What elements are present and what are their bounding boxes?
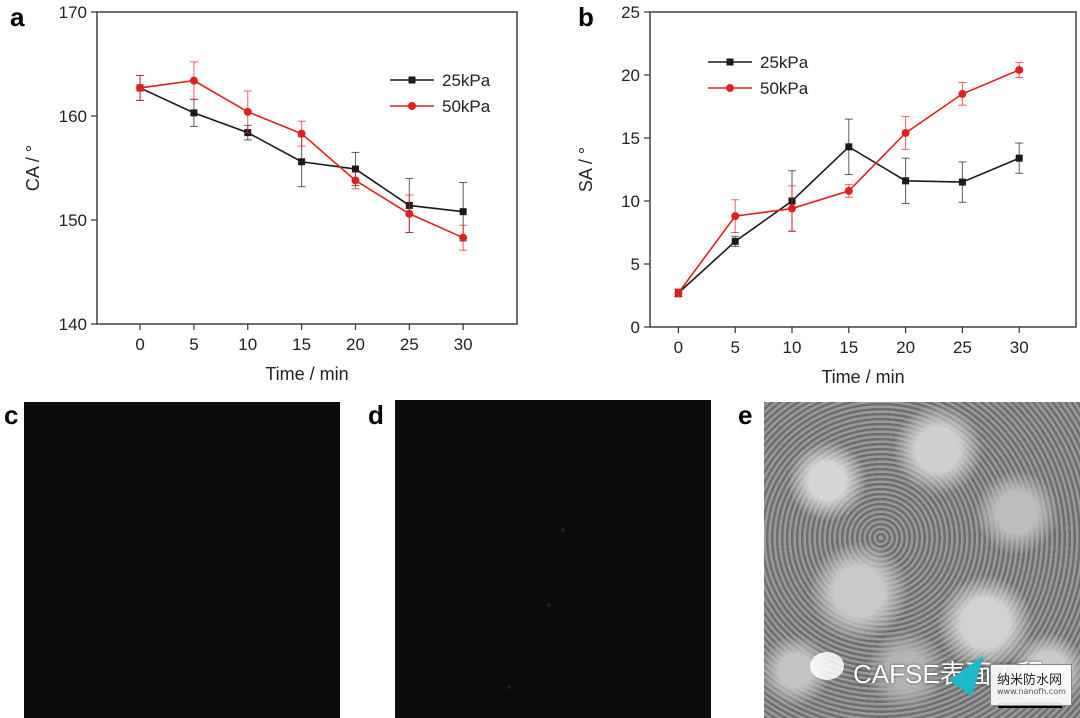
data-point: [136, 83, 145, 92]
panel-label-c: c: [4, 400, 19, 430]
data-point: [901, 128, 910, 137]
y-tick-label: 150: [59, 211, 87, 230]
dark-image-c: [24, 402, 340, 718]
data-point: [351, 165, 359, 173]
data-point: [674, 288, 683, 297]
chart-a: 0 5 10 15 20 25 30 140 150 160 170 Time / min CA / °…: [23, 3, 518, 384]
panel-label-e: e: [738, 400, 753, 430]
x-tick-label: 20: [346, 335, 365, 354]
x-axis-label: Time / min: [821, 367, 904, 387]
speck: [547, 603, 551, 607]
y-tick-label: 15: [621, 129, 640, 148]
x-tick-label: 25: [953, 338, 972, 357]
legend-label: 25kPa: [760, 53, 809, 72]
x-tick-label: 0: [674, 338, 683, 357]
data-point: [190, 109, 198, 117]
watermark-box: 纳米防水网 www.nanofh.com: [990, 664, 1072, 706]
x-tick-label: 0: [135, 335, 144, 354]
speck: [561, 528, 565, 532]
x-axis-label: Time / min: [265, 364, 348, 384]
data-point: [297, 129, 306, 138]
plot-frame: [96, 11, 518, 325]
data-point: [845, 143, 853, 151]
legend-marker: [726, 84, 734, 92]
data-point: [731, 237, 739, 245]
speck: [507, 685, 511, 689]
legend-marker: [408, 102, 416, 110]
x-tick-label: 15: [839, 338, 858, 357]
panel-label-a: a: [10, 2, 25, 32]
watermark-box-title: 纳米防水网: [997, 673, 1063, 688]
panel-label-d: d: [368, 400, 384, 430]
data-point: [189, 76, 198, 85]
data-point: [459, 208, 467, 216]
x-tick-label: 5: [189, 335, 198, 354]
x-tick-label: 5: [730, 338, 739, 357]
legend-label: 50kPa: [442, 97, 491, 116]
y-tick-label: 160: [59, 107, 87, 126]
panel-label-b: b: [578, 2, 594, 32]
x-tick-label: 25: [400, 335, 419, 354]
x-tick-label: 30: [454, 335, 473, 354]
y-tick-label: 20: [621, 66, 640, 85]
x-tick-label: 20: [896, 338, 915, 357]
legend-label: 50kPa: [760, 79, 809, 98]
x-tick-label: 30: [1010, 338, 1029, 357]
dark-image-d: [395, 400, 711, 718]
y-tick-label: 170: [59, 3, 87, 22]
chart-b: 0 5 10 15 20 25 30 0 5 10 15 20 25 Time / min SA / ° 25…: [576, 3, 1077, 387]
y-axis-label: SA / °: [576, 147, 596, 192]
data-point: [243, 107, 252, 116]
legend-marker: [726, 58, 734, 66]
data-point: [902, 177, 910, 185]
y-tick-label: 140: [59, 315, 87, 334]
x-tick-label: 10: [783, 338, 802, 357]
y-tick-label: 25: [621, 3, 640, 22]
y-tick-label: 5: [631, 255, 640, 274]
data-point: [1015, 154, 1023, 162]
wechat-icon: [810, 652, 844, 680]
data-point: [788, 204, 796, 213]
plot-frame: [649, 11, 1077, 328]
data-point: [459, 233, 468, 242]
data-point: [298, 158, 306, 166]
watermark-box-url: www.nanofh.com: [997, 687, 1066, 696]
data-point: [351, 176, 360, 185]
y-tick-label: 10: [621, 192, 640, 211]
series-line-50kPa: [677, 69, 1020, 294]
legend-marker: [408, 76, 416, 84]
y-tick-label: 0: [631, 318, 640, 337]
data-point: [844, 186, 853, 195]
y-axis-label: CA / °: [23, 145, 43, 191]
legend-label: 25kPa: [442, 71, 491, 90]
data-point: [1015, 65, 1024, 74]
data-point: [405, 209, 414, 218]
data-point: [958, 178, 966, 186]
x-tick-label: 15: [292, 335, 311, 354]
data-point: [958, 89, 967, 98]
data-point: [731, 212, 740, 221]
x-tick-label: 10: [238, 335, 257, 354]
